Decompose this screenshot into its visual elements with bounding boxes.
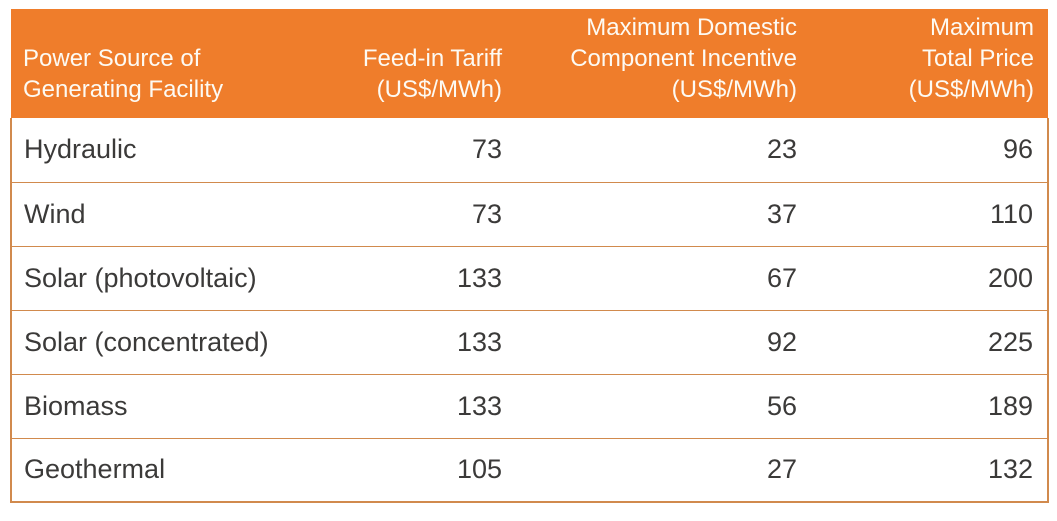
cell-max-domestic-component-incentive: 56	[516, 374, 811, 439]
cell-max-total-price: 189	[811, 374, 1049, 439]
cell-max-total-price: 96	[811, 118, 1049, 183]
cell-max-total-price: 200	[811, 246, 1049, 311]
cell-max-total-price: 225	[811, 310, 1049, 375]
column-header-power-source: Power Source of Generating Facility	[11, 9, 341, 118]
cell-max-domestic-component-incentive: 67	[516, 246, 811, 311]
cell-power-source: Solar (photovoltaic)	[10, 246, 341, 311]
table-row-wind: Wind 73 37 110	[10, 182, 1049, 247]
cell-max-domestic-component-incentive: 37	[516, 182, 811, 247]
column-header-feed-in-tariff: Feed-in Tariff (US$/MWh)	[341, 9, 516, 118]
table-row-biomass: Biomass 133 56 189	[10, 374, 1049, 439]
cell-max-domestic-component-incentive: 23	[516, 118, 811, 183]
cell-feed-in-tariff: 133	[341, 310, 516, 375]
cell-feed-in-tariff: 133	[341, 374, 516, 439]
table-row-hydraulic: Hydraulic 73 23 96	[10, 118, 1049, 183]
feed-in-tariff-table: Power Source of Generating Facility Feed…	[10, 9, 1049, 503]
cell-feed-in-tariff: 73	[341, 182, 516, 247]
cell-feed-in-tariff: 105	[341, 438, 516, 503]
table-body: Hydraulic 73 23 96 Wind 73 37 110 Solar …	[10, 118, 1049, 503]
cell-max-domestic-component-incentive: 27	[516, 438, 811, 503]
table-row-solar-concentrated: Solar (concentrated) 133 92 225	[10, 310, 1049, 375]
cell-feed-in-tariff: 73	[341, 118, 516, 183]
cell-max-total-price: 110	[811, 182, 1049, 247]
cell-power-source: Wind	[10, 182, 341, 247]
feed-in-tariff-table-container: Power Source of Generating Facility Feed…	[10, 9, 1049, 503]
table-header: Power Source of Generating Facility Feed…	[11, 9, 1048, 118]
cell-max-domestic-component-incentive: 92	[516, 310, 811, 375]
header-row: Power Source of Generating Facility Feed…	[11, 9, 1048, 118]
table-row-solar-photovoltaic: Solar (photovoltaic) 133 67 200	[10, 246, 1049, 311]
cell-power-source: Hydraulic	[10, 118, 341, 183]
cell-power-source: Geothermal	[10, 438, 341, 503]
column-header-max-total-price: Maximum Total Price (US$/MWh)	[811, 9, 1048, 118]
cell-feed-in-tariff: 133	[341, 246, 516, 311]
cell-power-source: Solar (concentrated)	[10, 310, 341, 375]
column-header-max-domestic-component-incentive: Maximum Domestic Component Incentive (US…	[516, 9, 811, 118]
cell-power-source: Biomass	[10, 374, 341, 439]
cell-max-total-price: 132	[811, 438, 1049, 503]
table-row-geothermal: Geothermal 105 27 132	[10, 438, 1049, 503]
